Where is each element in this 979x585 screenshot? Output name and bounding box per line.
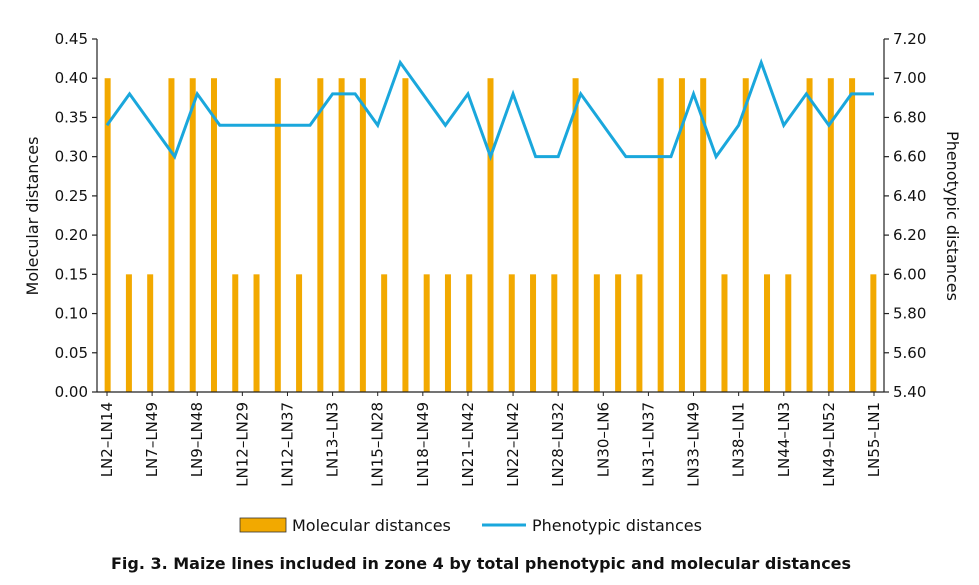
y-tick-label-right: 6.00: [893, 265, 926, 283]
bar: [870, 274, 877, 392]
bar: [296, 274, 303, 392]
bar: [615, 274, 622, 392]
legend: Molecular distances Phenotypic distances: [239, 516, 702, 535]
axes: 0.00 0.05 0.10 0.15 0.20 0.25 0.30 0.35 0.40 0.45…: [55, 30, 927, 487]
bar: [572, 78, 579, 392]
y-tick-label-left: 0.25: [55, 187, 88, 205]
x-tick-label: LN12–LN37: [278, 402, 296, 487]
y-tick-label-right: 7.20: [893, 30, 926, 48]
x-tick-label: LN15–LN28: [369, 402, 387, 487]
x-tick-label: LN13–LN3: [324, 402, 342, 477]
bar: [466, 274, 473, 392]
y-tick-label-left: 0.35: [55, 108, 88, 126]
bar: [551, 274, 558, 392]
y-axis-title-right: Phenotypic distances: [943, 131, 962, 301]
y-tick-label-right: 6.80: [893, 108, 926, 126]
bar: [168, 78, 175, 392]
bar: [317, 78, 324, 392]
y-tick-label-left: 0.05: [55, 344, 88, 362]
x-tick-label: LN31–LN37: [639, 402, 657, 487]
x-tick-label: LN9–LN48: [188, 402, 206, 477]
y-tick-label-left: 0.40: [55, 69, 88, 87]
y-tick-label-right: 6.60: [893, 148, 926, 166]
bar: [806, 78, 813, 392]
bar: [849, 78, 856, 392]
bar: [253, 274, 260, 392]
legend-label-phenotypic: Phenotypic distances: [532, 516, 702, 535]
y-tick-label-left: 0.00: [55, 383, 88, 401]
bar: [487, 78, 494, 392]
x-tick-label: LN7–LN49: [143, 402, 161, 477]
bar: [593, 274, 600, 392]
bar: [423, 274, 430, 392]
x-tick-label: LN21–LN42: [459, 402, 477, 487]
bar: [530, 274, 537, 392]
y-tick-label-right: 5.40: [893, 383, 926, 401]
bar: [147, 274, 154, 392]
y-tick-label-right: 6.40: [893, 187, 926, 205]
x-tick-label: LN18–LN49: [414, 402, 432, 487]
y-tick-label-right: 6.20: [893, 226, 926, 244]
bar: [764, 274, 771, 392]
x-tick-label: LN44–LN3: [775, 402, 793, 477]
x-tick-label: LN12–LN29: [233, 402, 251, 487]
y-tick-label-left: 0.15: [55, 265, 88, 283]
y-tick-label-left: 0.45: [55, 30, 88, 48]
bar: [742, 78, 749, 392]
y-tick-label-right: 5.60: [893, 344, 926, 362]
bar: [232, 274, 239, 392]
bar: [189, 78, 196, 392]
y-tick-label-left: 0.30: [55, 148, 88, 166]
bar: [125, 274, 132, 392]
x-tick-label: LN28–LN32: [549, 402, 567, 487]
y-tick-label-right: 7.00: [893, 69, 926, 87]
x-tick-label: LN55–LN1: [865, 402, 883, 477]
bar: [359, 78, 366, 392]
bar: [721, 274, 728, 392]
bar-series-molecular: [104, 78, 877, 392]
x-tick-label: LN30–LN6: [594, 402, 612, 477]
line-series-phenotypic: [105, 58, 874, 162]
y-tick-label-left: 0.10: [55, 305, 88, 323]
bar: [508, 274, 515, 392]
x-tick-label: LN22–LN42: [504, 402, 522, 487]
x-tick-label: LN38–LN1: [730, 402, 748, 477]
bar: [785, 274, 792, 392]
x-tick-label: LN2–LN14: [98, 402, 116, 477]
bar: [104, 78, 111, 392]
bar: [700, 78, 707, 392]
legend-swatch-molecular: [239, 517, 287, 533]
y-axis-title-left: Molecular distances: [23, 137, 42, 296]
bar: [381, 274, 388, 392]
bar: [210, 78, 217, 392]
bar: [827, 78, 834, 392]
figure-caption: Fig. 3. Maize lines included in zone 4 b…: [111, 554, 851, 573]
bar: [636, 274, 643, 392]
bar: [444, 274, 451, 392]
legend-label-molecular: Molecular distances: [292, 516, 451, 535]
bar: [402, 78, 409, 392]
x-tick-label: LN33–LN49: [685, 402, 703, 487]
bar: [657, 78, 664, 392]
x-tick-label: LN49–LN52: [820, 402, 838, 487]
y-tick-label-right: 5.80: [893, 305, 926, 323]
bar: [338, 78, 345, 392]
y-tick-label-left: 0.20: [55, 226, 88, 244]
bar: [678, 78, 685, 392]
bar: [274, 78, 281, 392]
